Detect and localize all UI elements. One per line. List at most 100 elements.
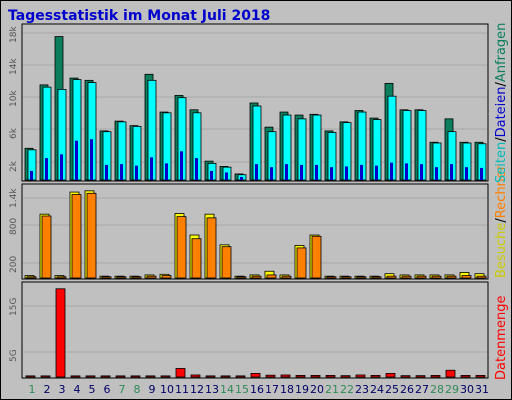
bar-pages-day-1 [26,276,37,279]
side-legend-traffic: Datenmenge [494,296,509,380]
bar-pages-day-4 [71,194,82,279]
bar-pages-day-21 [326,276,337,279]
bar-pages-day-13 [206,217,217,279]
bar-kbytes-day-21 [325,375,336,378]
bar-pages-day-12 [191,238,202,279]
bar-kbytes-day-19 [295,375,306,378]
x-tick-label: 18 [280,383,294,396]
y-tick-label: 200 [9,256,19,273]
bar-sites-day-19 [300,164,303,180]
bar-pages-day-8 [131,276,142,279]
bar-pages-day-26 [401,275,412,279]
bar-sites-day-16 [255,164,258,180]
x-tick-label: 12 [190,383,204,396]
x-tick-label: 20 [310,383,324,396]
x-tick-label: 21 [325,383,339,396]
bar-sites-day-6 [105,164,108,180]
bar-sites-day-3 [60,154,63,180]
legend-separator: / [494,81,509,86]
side-legend-requests: Seiten/Dateien/Anfragen [494,23,509,183]
x-tick-label: 25 [385,383,399,396]
bar-sites-day-17 [270,167,273,180]
bar-pages-day-27 [416,275,427,279]
x-tick-label: 11 [175,383,189,396]
x-tick-label: 13 [205,383,219,396]
legend-separator: / [494,137,509,142]
bar-sites-day-12 [195,158,198,180]
bar-kbytes-day-28 [430,375,441,378]
bar-pages-day-20 [311,235,322,279]
bar-pages-day-14 [221,246,232,279]
x-tick-label: 24 [370,383,384,396]
bar-sites-day-22 [345,166,348,180]
bar-kbytes-day-20 [310,375,321,378]
side-legend-visits: Besuche/Rechner [494,164,509,278]
bar-sites-day-30 [465,167,468,180]
bar-pages-day-24 [371,276,382,279]
bar-pages-day-28 [431,275,442,279]
bar-sites-day-28 [435,167,438,180]
bar-pages-day-19 [296,247,307,279]
bar-pages-day-25 [386,275,397,279]
bar-sites-day-24 [375,165,378,180]
bar-kbytes-day-1 [25,375,36,378]
visits_panel: 200 800 1.4k [9,183,489,280]
bar-sites-day-10 [165,163,168,180]
bar-sites-day-9 [150,157,153,180]
panel-frame [21,281,489,379]
bar-sites-day-7 [120,164,123,180]
x-tick-label: 2 [44,383,51,396]
bar-pages-day-3 [56,276,67,279]
bar-sites-day-26 [405,163,408,180]
bar-kbytes-day-23 [355,374,366,378]
bar-pages-day-15 [236,276,247,279]
x-tick-label: 29 [445,383,459,396]
y-tick-label: 800 [9,218,19,235]
bar-kbytes-day-22 [340,375,351,378]
x-tick-label: 8 [134,383,141,396]
bar-pages-day-30 [461,275,472,279]
bar-pages-day-11 [176,216,187,279]
y-tick-label: 1.4k [9,188,19,208]
bar-pages-day-18 [281,275,292,279]
x-tick-label: 14 [220,383,234,396]
bar-sites-day-21 [330,167,333,180]
bar-pages-day-10 [161,275,172,279]
bar-kbytes-day-16 [250,372,261,378]
bar-pages-day-9 [146,275,157,279]
x-tick-label: 6 [104,383,111,396]
x-tick-label: 30 [460,383,474,396]
bar-kbytes-day-10 [160,375,171,378]
bar-kbytes-day-12 [190,374,201,378]
bar-kbytes-day-6 [100,375,111,378]
bar-kbytes-day-24 [370,375,381,378]
kbytes_panel: 5G 15G [9,281,489,379]
bar-kbytes-day-9 [145,375,156,378]
bar-kbytes-day-17 [265,374,276,378]
bar-kbytes-day-3 [55,288,66,378]
bar-kbytes-day-26 [400,375,411,378]
bar-kbytes-day-29 [445,369,456,378]
x-tick-label: 28 [430,383,444,396]
bar-kbytes-day-13 [205,375,216,378]
bar-sites-day-11 [180,151,183,180]
bar-sites-day-31 [480,167,483,180]
x-tick-label: 7 [119,383,126,396]
x-tick-label: 17 [265,383,279,396]
y-tick-label: 5G [9,349,19,362]
bar-pages-day-2 [41,215,52,279]
requests_panel: 2k 6k 10k 14k 18k [9,23,489,182]
bar-kbytes-day-2 [40,375,51,378]
bar-kbytes-day-25 [385,372,396,378]
x-tick-label: 15 [235,383,249,396]
bar-kbytes-day-27 [415,375,426,378]
x-tick-label: 26 [400,383,414,396]
bar-pages-day-16 [251,275,262,279]
bar-sites-day-29 [450,164,453,180]
chart-title: Tagesstatistik im Monat Juli 2018 [8,8,270,24]
x-tick-label: 1 [29,383,36,396]
x-tick-label: 16 [250,383,264,396]
y-tick-label: 10k [9,90,19,107]
y-tick-label: 18k [9,26,19,43]
